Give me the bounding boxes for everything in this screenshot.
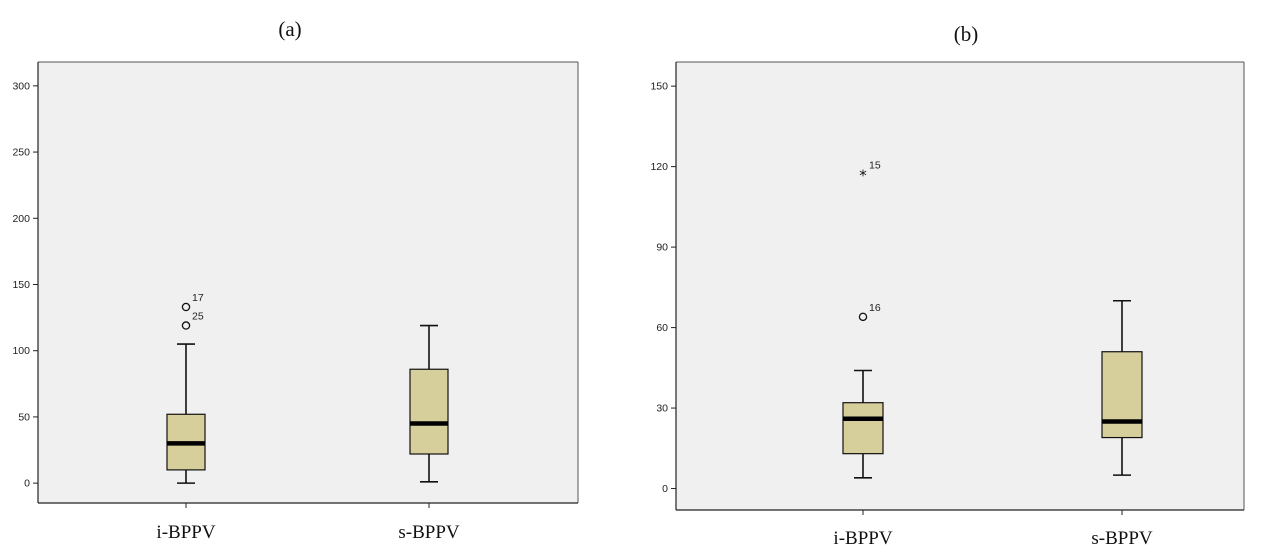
plot-area <box>676 62 1244 510</box>
panel-label: (a) <box>278 17 301 41</box>
outlier-marker <box>858 312 868 322</box>
extreme-outlier-marker: * <box>859 167 867 185</box>
outlier-marker <box>181 321 191 330</box>
y-tick-label: 0 <box>24 478 30 490</box>
box-s-bppv: s-BPPV <box>398 324 460 543</box>
y-tick-label: 120 <box>650 161 668 173</box>
y-tick-label: 100 <box>12 345 30 357</box>
iqr-box <box>1101 351 1143 439</box>
plot-area <box>38 62 578 503</box>
x-category-label: i-BPPV <box>833 528 892 548</box>
outlier-label: 25 <box>192 311 204 323</box>
y-tick-label: 0 <box>662 483 668 495</box>
x-category-label: s-BPPV <box>1091 528 1153 548</box>
outlier-label: 15 <box>869 160 881 172</box>
chart-panel-b: 0 30 60 90 120 150 (b) i-BPPV *15 16 s-BPPV <box>650 22 1245 548</box>
x-category-label: i-BPPV <box>156 522 215 543</box>
y-tick-label: 50 <box>18 411 30 423</box>
y-tick-label: 300 <box>12 80 30 92</box>
y-tick-label: 150 <box>12 279 30 291</box>
outlier-marker <box>181 302 191 312</box>
y-tick-label: 150 <box>650 81 668 93</box>
outlier-label: 17 <box>192 292 204 304</box>
iqr-box <box>842 402 884 455</box>
y-tick-label: 250 <box>12 147 30 159</box>
outlier-label: 16 <box>869 302 881 314</box>
iqr-box <box>409 368 449 455</box>
box-s-bppv: s-BPPV <box>1091 299 1153 548</box>
chart-panel-a: 0 50 100 150 200 250 300 (a) i-BPPV 17 25 s-BPPV <box>12 17 579 543</box>
y-tick-label: 30 <box>656 403 668 415</box>
x-category-label: s-BPPV <box>398 522 460 543</box>
y-tick-label: 90 <box>656 242 668 254</box>
box-i-bppv: i-BPPV 17 25 <box>156 292 215 543</box>
panel-label: (b) <box>954 22 979 46</box>
y-tick-label: 60 <box>656 322 668 334</box>
box-i-bppv: i-BPPV *15 16 <box>833 160 892 548</box>
y-tick-label: 200 <box>12 213 30 225</box>
